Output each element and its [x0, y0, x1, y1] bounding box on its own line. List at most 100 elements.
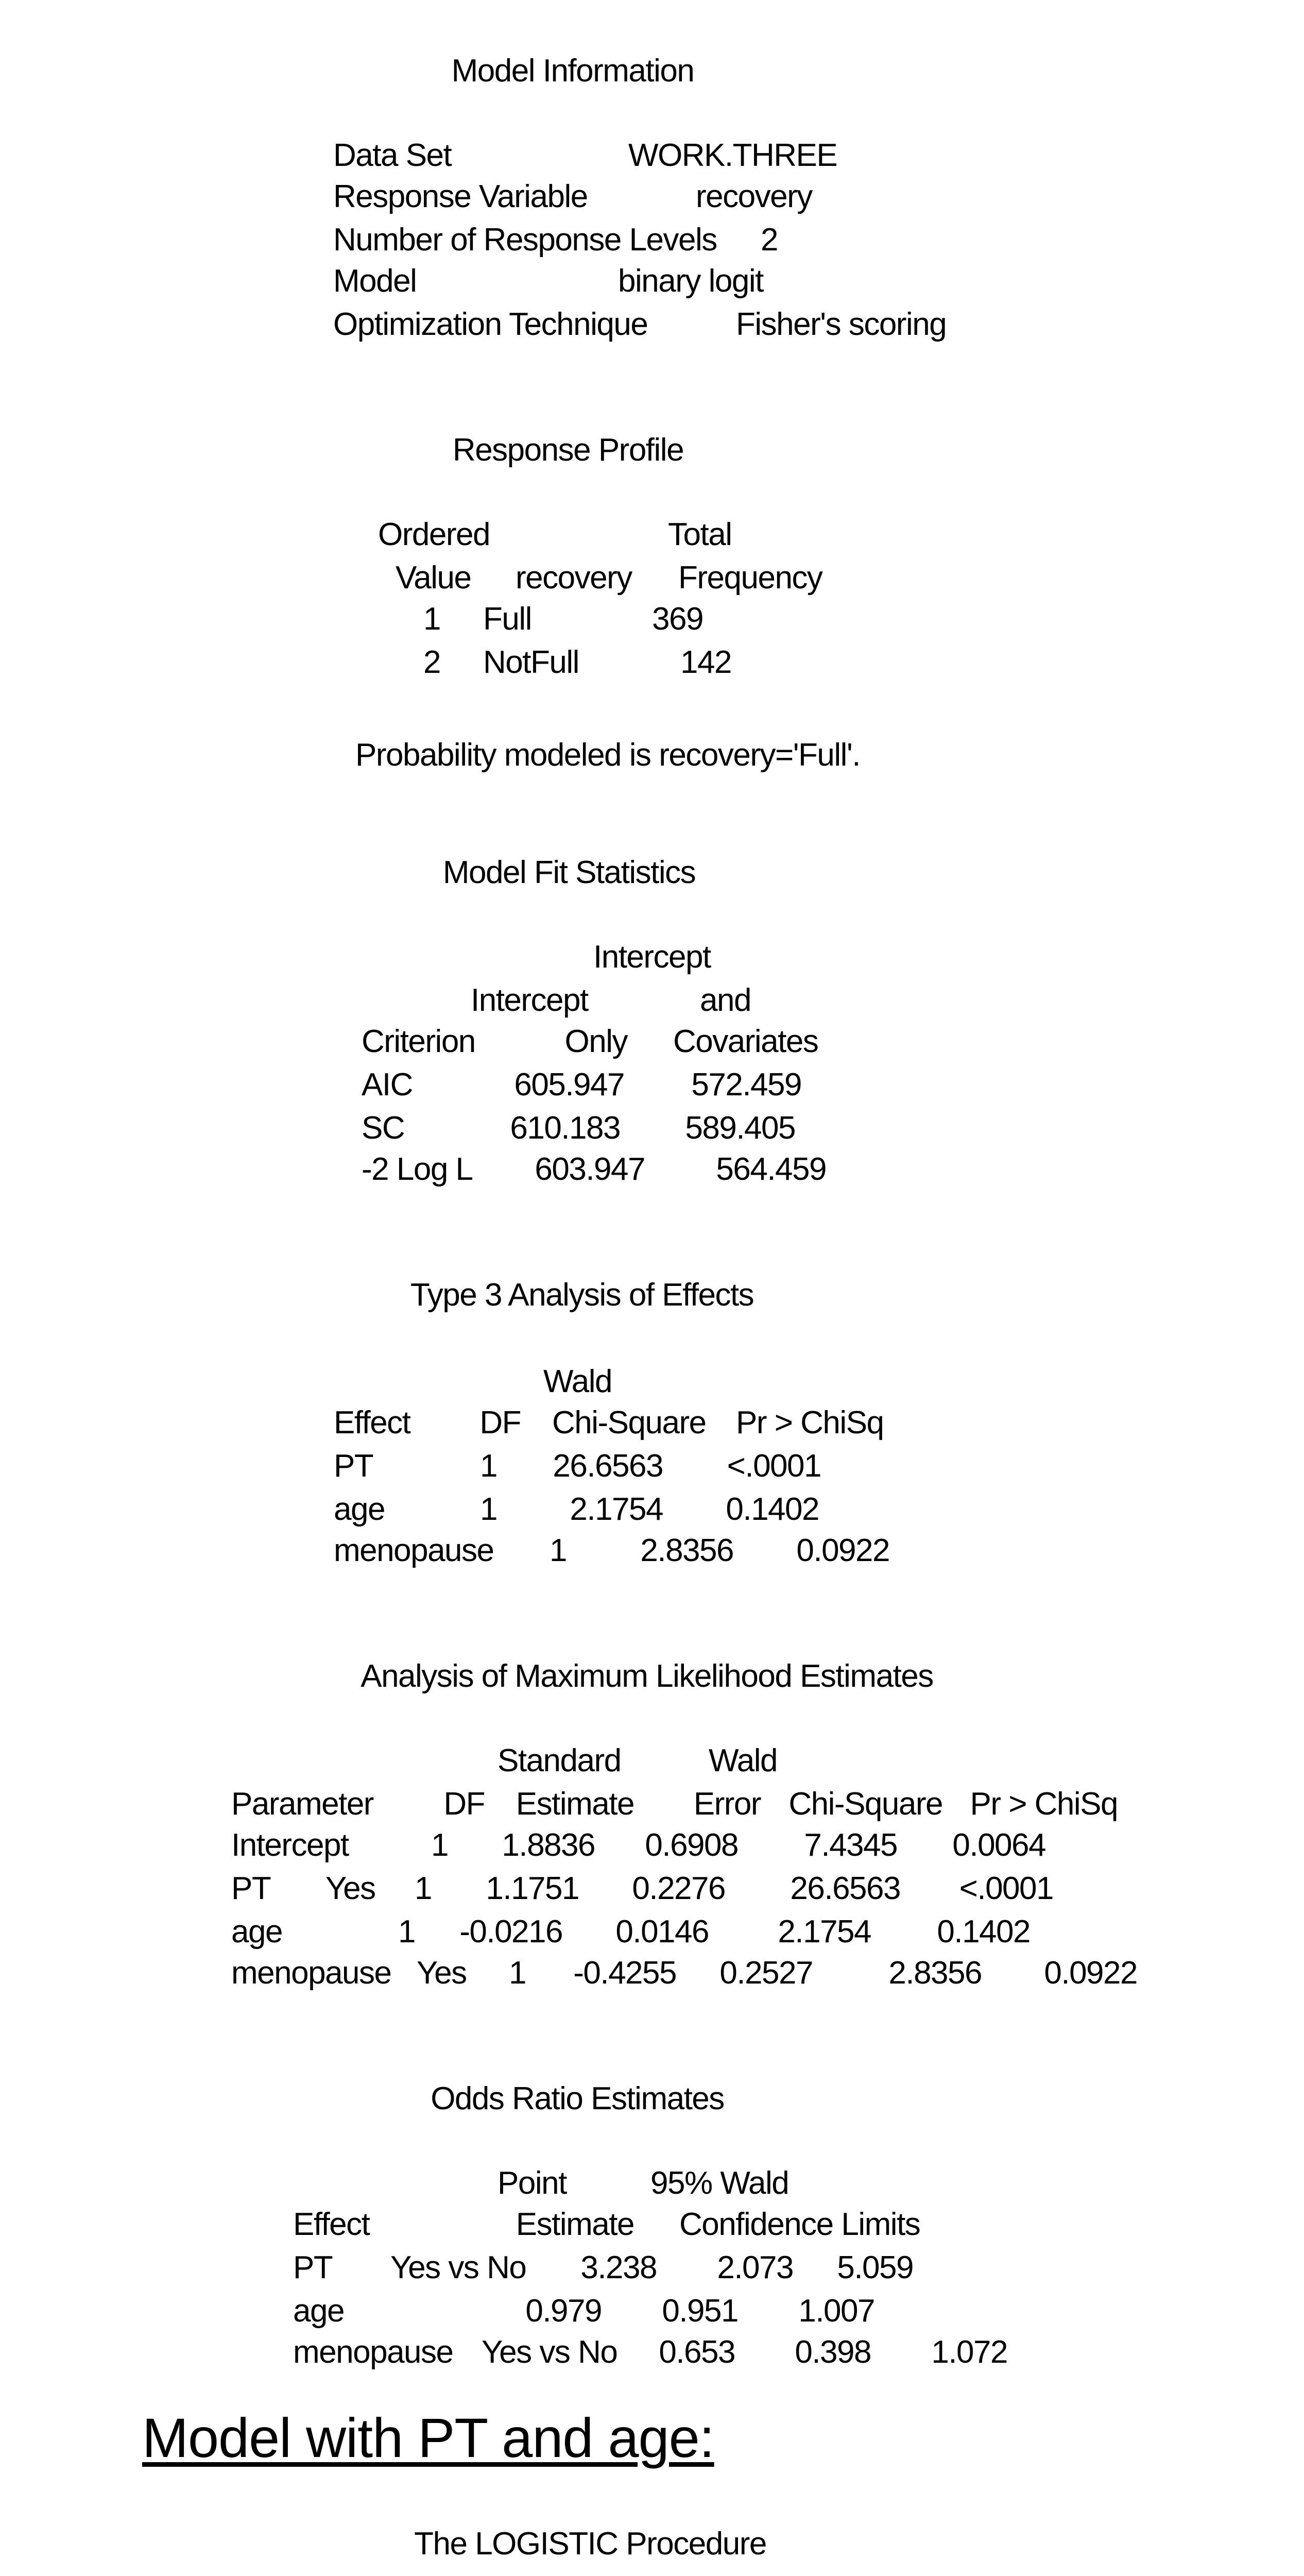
table-cell: 142: [680, 645, 732, 680]
table-cell: PT: [231, 1871, 271, 1906]
table-row: 2 NotFull 142: [0, 641, 1304, 684]
table-cell: 2.8356: [640, 1533, 734, 1568]
table-cell: 1: [550, 1533, 567, 1568]
table-row: menopause Yes vs No 0.653 0.398 1.072: [0, 2331, 1304, 2374]
table-cell: 1: [423, 601, 441, 637]
column-header: Point: [497, 2165, 567, 2201]
info-value: 2: [761, 222, 778, 258]
table-cell: Full: [483, 601, 532, 637]
table-cell: 2: [423, 645, 441, 680]
table-header-row: Intercept: [0, 936, 1304, 979]
table-header-row: Effect DF Chi-Square Pr > ChiSq: [0, 1401, 1304, 1445]
table-cell: Yes: [417, 1955, 467, 1991]
table-cell: 610.183: [510, 1110, 621, 1146]
section-title: Response Profile: [452, 432, 684, 468]
column-header: Effect: [334, 1405, 411, 1440]
table-cell: 1.1751: [486, 1871, 579, 1906]
table-cell: Yes vs No: [390, 2250, 527, 2285]
table-cell: 1: [415, 1871, 432, 1906]
table-cell: 1.072: [931, 2334, 1008, 2370]
table-cell: Intercept: [231, 1827, 349, 1863]
table-cell: -2 Log L: [362, 1151, 473, 1187]
section-title: Model Information: [451, 53, 695, 89]
table-row: SC 610.183 589.405: [0, 1107, 1304, 1150]
table-cell: 0.6908: [645, 1827, 739, 1863]
table-row: Response Variable recovery: [0, 175, 1304, 218]
table-cell: 0.979: [525, 2293, 602, 2329]
table-row: PT 1 26.6563 <.0001: [0, 1445, 1304, 1488]
table-header-row: Parameter DF Estimate Error Chi-Square P…: [0, 1783, 1304, 1826]
table-row: PT Yes vs No 3.238 2.073 5.059: [0, 2246, 1304, 2290]
column-header: Chi-Square: [788, 1786, 943, 1822]
table-cell: 1: [431, 1827, 449, 1863]
table-row: Intercept 1 1.8836 0.6908 7.4345 0.0064: [0, 1824, 1304, 1867]
column-header: Chi-Square: [552, 1405, 707, 1440]
table-cell: 0.653: [659, 2334, 735, 2370]
table-cell: Yes: [325, 1871, 376, 1906]
info-label: Optimization Technique: [333, 307, 648, 342]
table-row: 1 Full 369: [0, 598, 1304, 641]
section-title: Odds Ratio Estimates: [431, 2081, 725, 2116]
table-row: AIC 605.947 572.459: [0, 1063, 1304, 1107]
table-header-row: Effect Estimate Confidence Limits: [0, 2203, 1304, 2246]
column-header: Pr > ChiSq: [970, 1786, 1118, 1822]
info-value: WORK.THREE: [628, 138, 838, 173]
column-header: Ordered: [378, 517, 490, 552]
table-cell: AIC: [362, 1067, 413, 1103]
column-header: Covariates: [673, 1024, 819, 1059]
column-header: 95% Wald: [650, 2165, 790, 2201]
column-header: Error: [693, 1786, 762, 1822]
section-title: Model Fit Statistics: [442, 855, 696, 890]
column-header: recovery: [516, 560, 632, 596]
table-cell: -0.4255: [573, 1955, 677, 1991]
table-cell: 2.1754: [778, 1914, 871, 1950]
table-cell: 564.459: [716, 1151, 827, 1187]
column-header: Pr > ChiSq: [736, 1405, 884, 1440]
section-title: Analysis of Maximum Likelihood Estimates: [361, 1658, 934, 1694]
table-cell: 369: [652, 601, 704, 637]
procedure-title: The LOGISTIC Procedure: [414, 2526, 767, 2562]
table-header-row: Standard Wald: [0, 1739, 1304, 1783]
info-label: Model: [333, 263, 417, 299]
table-cell: 603.947: [535, 1151, 645, 1187]
table-cell: 1.007: [798, 2293, 875, 2329]
table-cell: 26.6563: [553, 1448, 663, 1484]
table-header-row: Intercept and: [0, 979, 1304, 1022]
column-header: Frequency: [678, 560, 823, 596]
table-cell: 0.0922: [796, 1533, 890, 1568]
table-cell: 0.0146: [615, 1914, 709, 1950]
column-header: Wald: [543, 1364, 612, 1399]
table-cell: age: [334, 1492, 385, 1527]
table-cell: 1: [398, 1914, 416, 1950]
table-cell: 0.0064: [952, 1827, 1046, 1863]
table-row: Model binary logit: [0, 260, 1304, 303]
table-header-row: Ordered Total: [0, 513, 1304, 556]
table-cell: 2.073: [717, 2250, 794, 2285]
table-header-row: Value recovery Frequency: [0, 556, 1304, 600]
column-header: Standard: [497, 1743, 622, 1778]
column-header: Intercept: [471, 982, 589, 1018]
table-cell: menopause: [334, 1533, 494, 1568]
table-cell: 1.8836: [502, 1827, 595, 1863]
table-cell: 0.2276: [632, 1871, 726, 1906]
table-cell: 7.4345: [804, 1827, 898, 1863]
table-row: age 1 -0.0216 0.0146 2.1754 0.1402: [0, 1910, 1304, 1954]
table-cell: 3.238: [580, 2250, 657, 2285]
table-row: menopause Yes 1 -0.4255 0.2527 2.8356 0.…: [0, 1952, 1304, 1995]
table-cell: 1: [480, 1492, 497, 1527]
table-cell: 5.059: [837, 2250, 914, 2285]
column-header: Estimate: [516, 2207, 635, 2242]
table-row: menopause 1 2.8356 0.0922: [0, 1529, 1304, 1572]
table-cell: 589.405: [685, 1110, 796, 1146]
column-header: Parameter: [231, 1786, 374, 1822]
table-cell: age: [293, 2293, 345, 2329]
table-header-row: Criterion Only Covariates: [0, 1020, 1304, 1063]
table-cell: 2.8356: [888, 1955, 982, 1991]
table-cell: 572.459: [691, 1067, 802, 1103]
column-header: Effect: [293, 2207, 370, 2242]
info-value: Fisher's scoring: [736, 307, 947, 342]
table-cell: menopause: [293, 2334, 454, 2370]
column-header: Criterion: [362, 1024, 476, 1059]
info-value: recovery: [696, 179, 813, 214]
